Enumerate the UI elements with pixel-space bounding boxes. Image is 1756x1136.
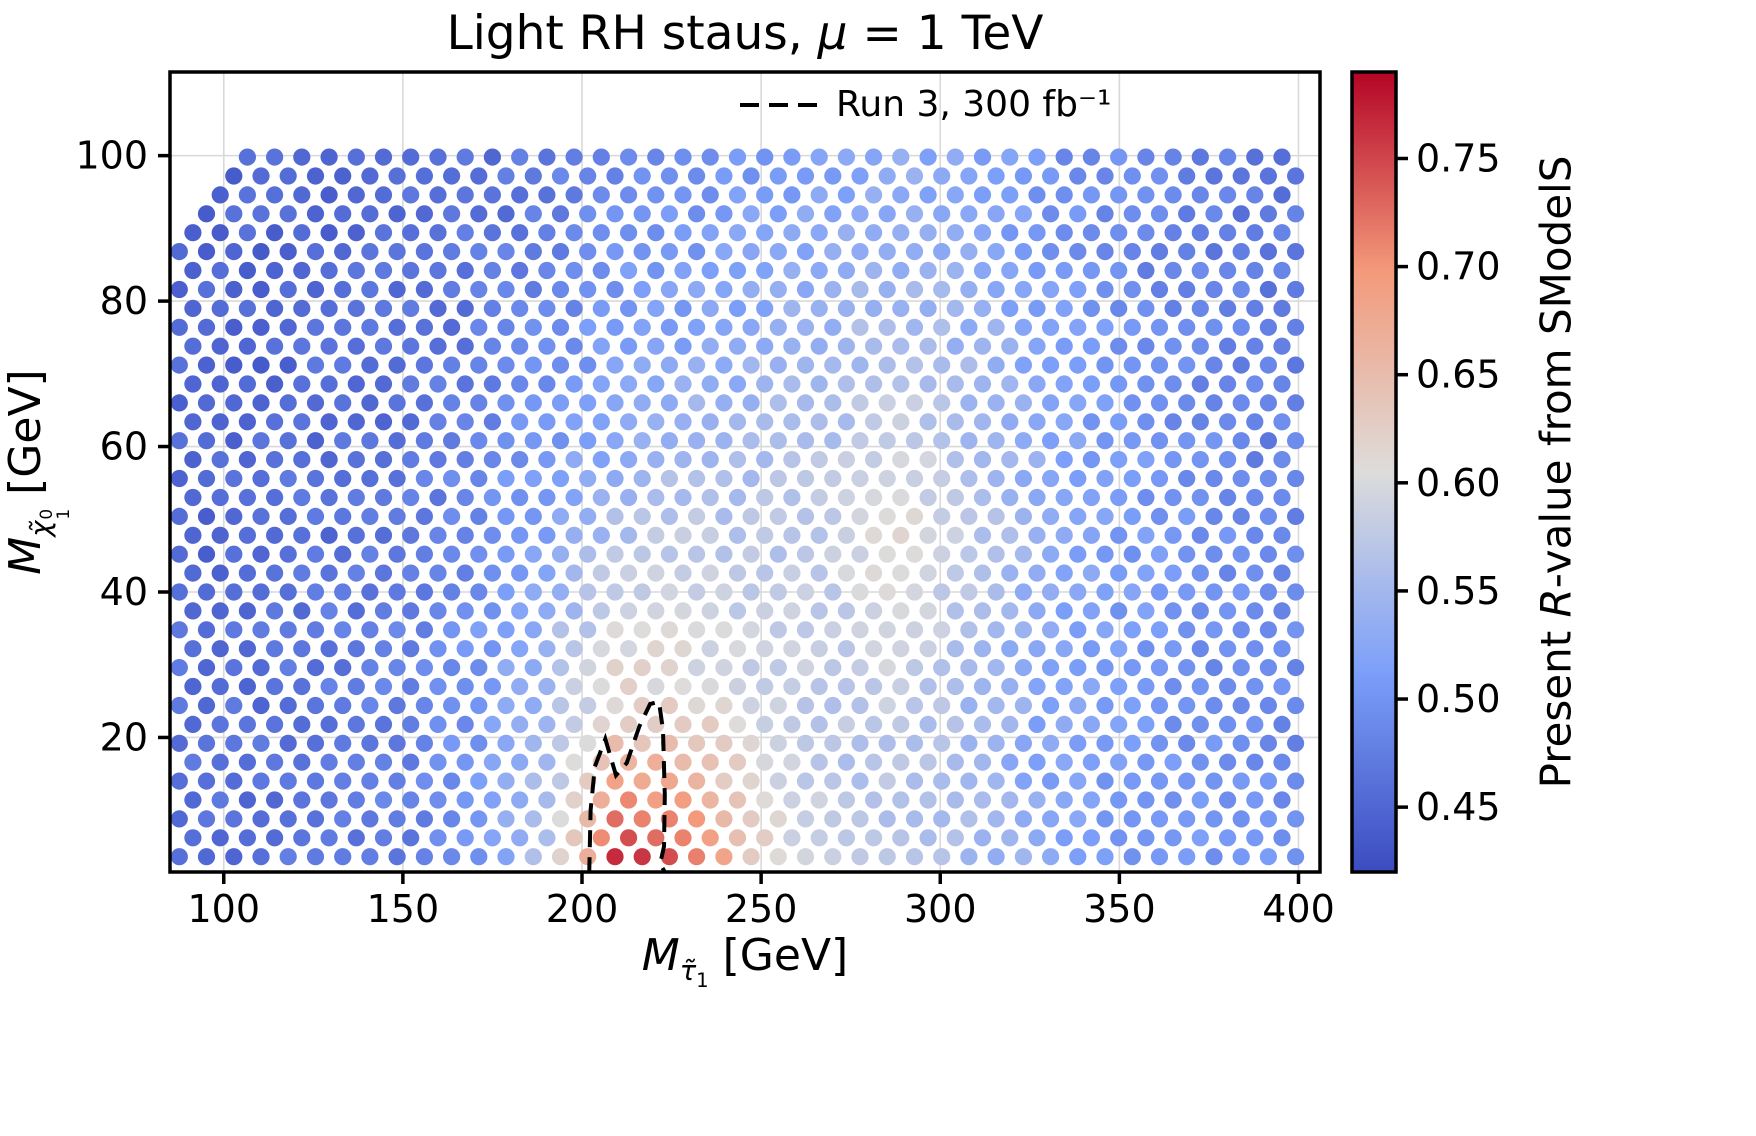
- scatter-dots: [170, 148, 1305, 866]
- colorbar-label-text: Present: [1531, 617, 1581, 789]
- x-tick-label: 100: [187, 887, 260, 931]
- colorbar-ticks: 0.45 0.50 0.55 0.60 0.65 0.70 0.75: [1396, 136, 1501, 829]
- colorbar-tick-label: 0.55: [1416, 569, 1501, 613]
- y-label-M: M: [0, 536, 51, 575]
- x-ticks: 100 150 200 250 300 350 400: [187, 872, 1335, 931]
- legend-dashed-line-icon: [740, 102, 818, 107]
- y-ticks: 20 40 60 80 100: [75, 134, 170, 759]
- colorbar-tick-label: 0.75: [1416, 136, 1501, 180]
- chart-title: Light RH staus, μ = 1 TeV: [170, 6, 1320, 62]
- x-label-sub: τ̃: [679, 955, 697, 987]
- colorbar: [1350, 70, 1398, 874]
- x-label-unit: [GeV]: [708, 930, 849, 981]
- y-tick-label: 100: [75, 134, 148, 178]
- x-tick-label: 400: [1262, 887, 1335, 931]
- y-label-index: 1: [53, 508, 74, 520]
- colorbar-label-R: R: [1531, 588, 1581, 618]
- title-mu-symbol: μ: [817, 6, 848, 61]
- x-tick-label: 250: [725, 887, 798, 931]
- x-label-M: M: [641, 930, 680, 981]
- colorbar-tick-label: 0.70: [1416, 245, 1501, 289]
- x-tick-label: 350: [1083, 887, 1156, 931]
- y-axis-label: Mχ̃ 0 1 [GeV]: [0, 369, 74, 575]
- title-text: Light RH staus,: [446, 6, 818, 61]
- y-label-unit: [GeV]: [0, 369, 51, 509]
- x-tick-label: 150: [367, 887, 440, 931]
- colorbar-label-text-2: -value from SModelS: [1531, 155, 1581, 589]
- x-tick-label: 200: [546, 887, 619, 931]
- colorbar-tick-label: 0.50: [1416, 677, 1501, 721]
- y-label-sub: χ̃: [25, 520, 57, 537]
- title-text-2: = 1 TeV: [847, 6, 1044, 61]
- run3-contour: [587, 699, 668, 872]
- colorbar-tick-label: 0.60: [1416, 461, 1501, 505]
- legend: Run 3, 300 fb⁻¹: [738, 84, 1111, 125]
- x-axis-label: Mτ̃1 [GeV]: [170, 930, 1320, 992]
- colorbar-label: Present R-value from SModelS: [1532, 156, 1581, 789]
- y-tick-label: 60: [100, 425, 148, 469]
- y-tick-label: 80: [100, 279, 148, 323]
- y-tick-label: 20: [100, 715, 148, 759]
- x-label-index: 1: [696, 968, 709, 992]
- legend-label: Run 3, 300 fb⁻¹: [836, 84, 1112, 125]
- y-tick-label: 40: [100, 570, 148, 614]
- plot-frame: [168, 70, 1322, 874]
- x-tick-label: 300: [904, 887, 977, 931]
- colorbar-tick-label: 0.45: [1416, 785, 1501, 829]
- colorbar-tick-label: 0.65: [1416, 353, 1501, 397]
